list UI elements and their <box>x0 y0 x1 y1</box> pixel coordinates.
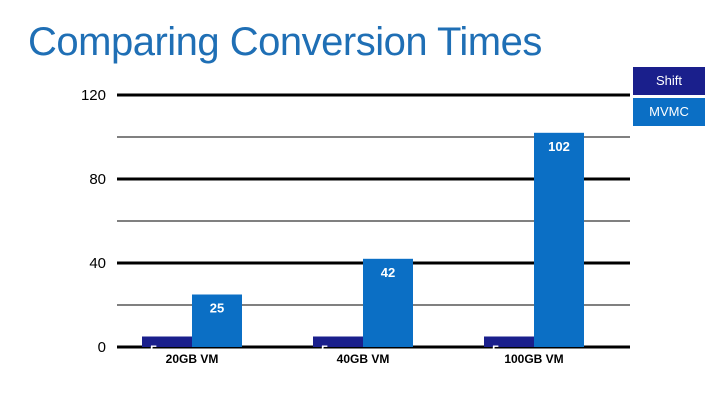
bar-shift-3 <box>484 336 534 347</box>
category-label: 40GB VM <box>337 352 390 366</box>
legend-item-mvmc: MVMC <box>633 98 705 126</box>
legend: Shift MVMC <box>633 67 705 129</box>
bar-shift-2 <box>313 336 363 347</box>
bar-value-label: 42 <box>381 265 395 280</box>
legend-item-shift: Shift <box>633 67 705 95</box>
y-axis-ticks: 0 40 80 120 <box>81 87 106 356</box>
bar-mvmc-2 <box>363 258 413 347</box>
bar-value-label: 5 <box>321 343 328 358</box>
bar-value-label: 102 <box>548 139 570 154</box>
bar-mvmc-1 <box>192 294 242 347</box>
y-tick-label: 40 <box>89 255 106 272</box>
y-tick-label: 120 <box>81 87 106 104</box>
bar-shift-1 <box>142 336 192 347</box>
category-label: 20GB VM <box>166 352 219 366</box>
bar-value-label: 5 <box>492 343 499 358</box>
y-tick-label: 0 <box>98 339 106 356</box>
bar-mvmc-3 <box>534 132 584 347</box>
bar-value-label: 5 <box>150 343 157 358</box>
y-tick-label: 80 <box>89 171 106 188</box>
bars <box>142 132 584 347</box>
bar-value-label: 25 <box>210 301 224 316</box>
category-labels: 20GB VM 40GB VM 100GB VM <box>166 352 564 366</box>
slide-title: Comparing Conversion Times <box>28 20 542 64</box>
bar-value-labels: 5 25 5 42 5 102 <box>150 139 570 358</box>
category-label: 100GB VM <box>504 352 563 366</box>
